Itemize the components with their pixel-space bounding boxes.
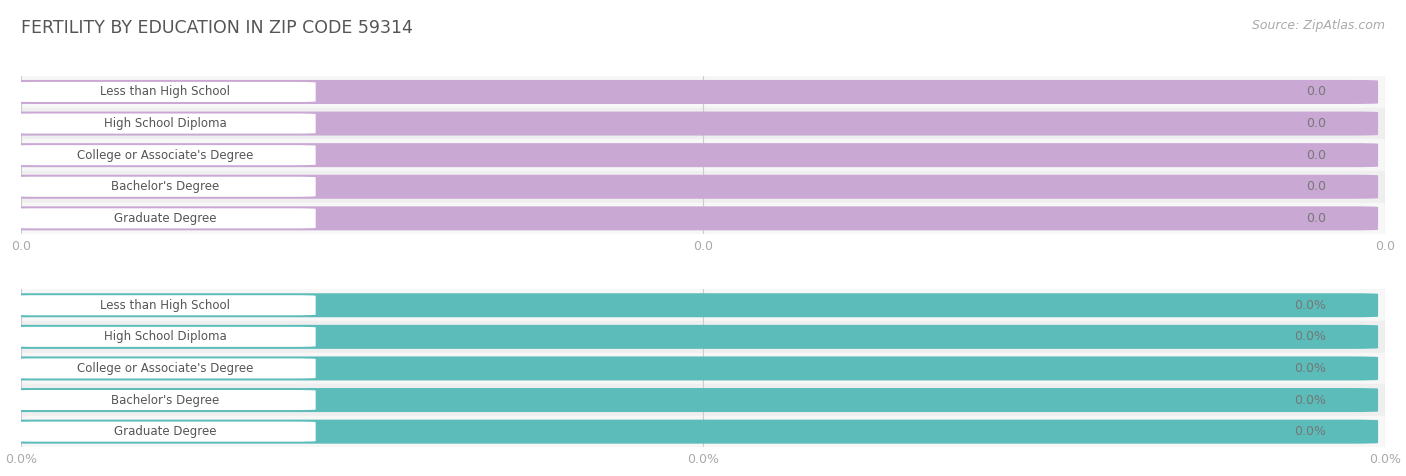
FancyBboxPatch shape <box>0 80 1378 104</box>
Bar <box>21 353 1385 384</box>
Bar <box>21 76 1385 108</box>
FancyBboxPatch shape <box>0 293 1378 317</box>
Text: 0.0%: 0.0% <box>1295 362 1326 375</box>
Text: Less than High School: Less than High School <box>100 86 231 99</box>
Text: Graduate Degree: Graduate Degree <box>114 425 217 438</box>
FancyBboxPatch shape <box>14 295 316 315</box>
Text: 0.0: 0.0 <box>1306 86 1326 99</box>
Bar <box>21 289 1385 321</box>
Text: Source: ZipAtlas.com: Source: ZipAtlas.com <box>1251 19 1385 32</box>
Text: Graduate Degree: Graduate Degree <box>114 212 217 225</box>
FancyBboxPatch shape <box>14 390 316 410</box>
FancyBboxPatch shape <box>0 206 1378 230</box>
FancyBboxPatch shape <box>14 177 316 197</box>
Text: High School Diploma: High School Diploma <box>104 330 226 343</box>
Text: FERTILITY BY EDUCATION IN ZIP CODE 59314: FERTILITY BY EDUCATION IN ZIP CODE 59314 <box>21 19 413 37</box>
FancyBboxPatch shape <box>14 358 316 378</box>
Bar <box>21 139 1385 171</box>
Text: 0.0%: 0.0% <box>1295 394 1326 407</box>
Bar <box>21 384 1385 416</box>
FancyBboxPatch shape <box>0 420 1378 444</box>
FancyBboxPatch shape <box>0 143 1378 167</box>
Text: 0.0%: 0.0% <box>1295 425 1326 438</box>
Text: Bachelor's Degree: Bachelor's Degree <box>111 394 219 407</box>
Bar <box>21 203 1385 234</box>
Text: Bachelor's Degree: Bachelor's Degree <box>111 180 219 193</box>
FancyBboxPatch shape <box>14 327 316 347</box>
FancyBboxPatch shape <box>14 208 316 228</box>
FancyBboxPatch shape <box>14 422 316 442</box>
FancyBboxPatch shape <box>0 175 1378 199</box>
Text: College or Associate's Degree: College or Associate's Degree <box>77 149 253 162</box>
Bar <box>21 108 1385 139</box>
FancyBboxPatch shape <box>0 325 1378 349</box>
Text: 0.0: 0.0 <box>1306 180 1326 193</box>
FancyBboxPatch shape <box>0 111 1378 136</box>
Text: 0.0: 0.0 <box>1306 117 1326 130</box>
Text: Less than High School: Less than High School <box>100 299 231 312</box>
FancyBboxPatch shape <box>0 357 1378 380</box>
Text: 0.0%: 0.0% <box>1295 299 1326 312</box>
Text: 0.0: 0.0 <box>1306 149 1326 162</box>
Bar <box>21 416 1385 447</box>
Text: 0.0: 0.0 <box>1306 212 1326 225</box>
FancyBboxPatch shape <box>14 145 316 165</box>
Text: 0.0%: 0.0% <box>1295 330 1326 343</box>
Bar <box>21 171 1385 203</box>
FancyBboxPatch shape <box>0 388 1378 412</box>
Text: College or Associate's Degree: College or Associate's Degree <box>77 362 253 375</box>
FancyBboxPatch shape <box>14 82 316 102</box>
Bar <box>21 321 1385 353</box>
Text: High School Diploma: High School Diploma <box>104 117 226 130</box>
FancyBboxPatch shape <box>14 113 316 134</box>
